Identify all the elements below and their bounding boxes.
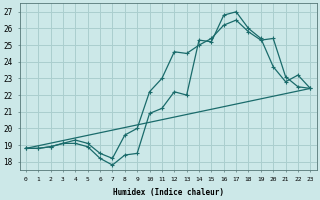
X-axis label: Humidex (Indice chaleur): Humidex (Indice chaleur) — [113, 188, 224, 197]
